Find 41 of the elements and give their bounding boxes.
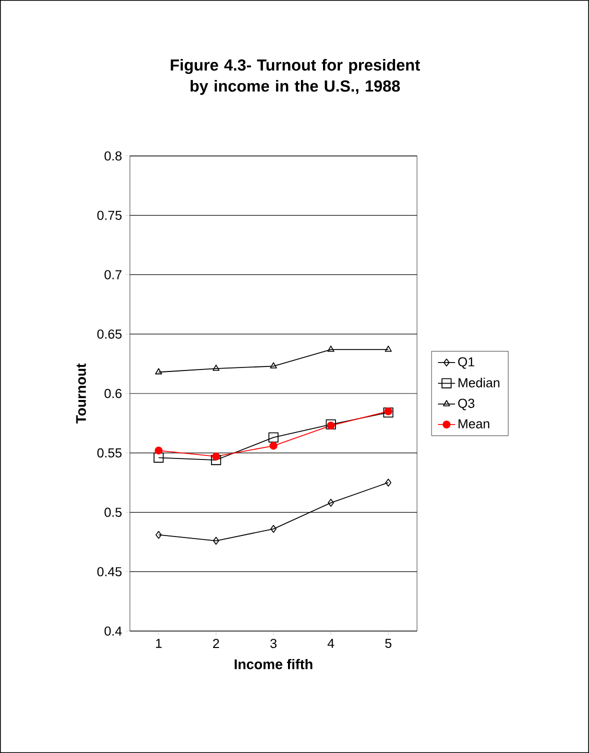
y-tick-label: 0.75 bbox=[97, 210, 122, 220]
point bbox=[384, 346, 392, 352]
chart-title: Figure 4.3- Turnout for president by income in the U.S., 1988 bbox=[170, 58, 420, 95]
point bbox=[384, 407, 392, 416]
point bbox=[270, 442, 278, 450]
point bbox=[155, 368, 162, 374]
x-tick-label: 3 bbox=[270, 638, 277, 648]
point bbox=[270, 362, 277, 368]
point bbox=[156, 530, 162, 539]
x-tick-label: 2 bbox=[213, 638, 220, 648]
point bbox=[326, 422, 335, 430]
point bbox=[385, 478, 392, 487]
point bbox=[211, 454, 222, 466]
point bbox=[212, 452, 220, 460]
x-tick-label: 4 bbox=[328, 638, 334, 648]
legend-label: Q1 bbox=[458, 357, 474, 369]
legend-label: Q3 bbox=[458, 398, 474, 410]
y-tick-label: 0.65 bbox=[97, 330, 122, 339]
x-axis-title: Income fifth bbox=[234, 658, 312, 670]
y-tick-label: 0.4 bbox=[104, 626, 122, 636]
point bbox=[327, 346, 334, 352]
point bbox=[212, 364, 220, 371]
point bbox=[212, 536, 220, 545]
y-tick-label: 0.55 bbox=[97, 448, 122, 458]
y-tick-label: 0.7 bbox=[104, 270, 122, 280]
point bbox=[154, 446, 163, 454]
point bbox=[328, 498, 334, 507]
legend-label: Mean bbox=[458, 419, 490, 428]
y-tick-label: 0.5 bbox=[104, 508, 122, 517]
point bbox=[383, 407, 394, 418]
point bbox=[270, 524, 277, 533]
y-tick-label: 0.6 bbox=[104, 388, 122, 398]
y-tick-label: 0.8 bbox=[104, 151, 122, 161]
x-tick-label: 5 bbox=[385, 638, 392, 648]
y-tick-label: 0.45 bbox=[97, 567, 122, 576]
point bbox=[154, 452, 164, 463]
point bbox=[268, 432, 279, 442]
x-tick-label: 1 bbox=[156, 638, 162, 648]
y-axis-title: Tournout bbox=[76, 363, 86, 424]
legend-label: Median bbox=[458, 378, 500, 388]
point bbox=[326, 419, 336, 430]
